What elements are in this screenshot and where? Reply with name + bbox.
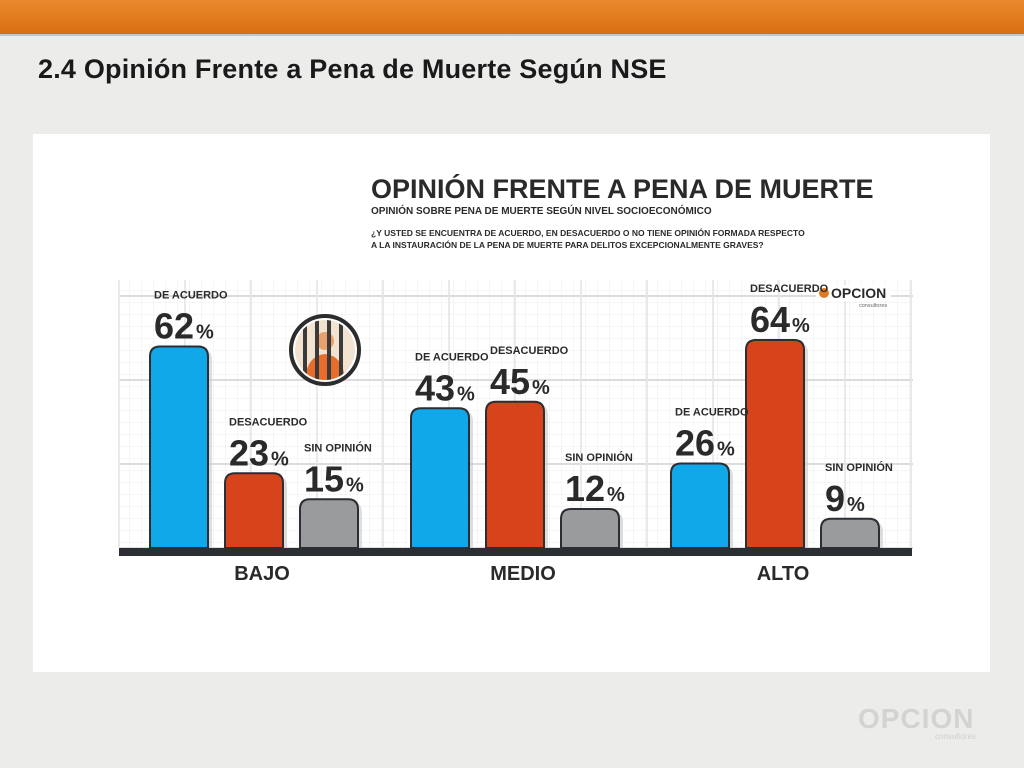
top-accent-bar [0,0,1024,34]
bar-medio-2 [560,508,620,549]
infographic-heading: OPINIÓN FRENTE A PENA DE MUERTE [371,173,874,204]
infographic-subheading: OPINIÓN SOBRE PENA DE MUERTE SEGÚN NIVEL… [371,204,712,217]
question-line-1: ¿Y USTED SE ENCUENTRA DE ACUERDO, EN DES… [371,227,805,238]
value-unit: % [457,383,475,405]
series-label: SIN OPINIÓN [565,451,633,464]
series-label: DE ACUERDO [675,407,749,419]
brand-logo-sub: consultores [859,303,887,309]
series-label: SIN OPINIÓN [304,441,372,454]
value-unit: % [792,315,810,337]
bar-alto-2 [820,517,880,549]
series-label: DE ACUERDO [154,290,228,302]
bar-group [149,339,883,551]
brand-logo-text: OPCION [831,285,886,301]
value-label: 45% [490,361,550,402]
series-label: DESACUERDO [490,345,569,357]
series-label: DESACUERDO [750,283,829,295]
value-unit: % [346,474,364,496]
bar-medio-1 [485,400,545,549]
bar-medio-0 [410,407,470,549]
bar-alto-1 [745,339,805,549]
x-axis-baseline [119,548,912,556]
series-label: SIN OPINIÓN [825,461,893,474]
value-unit: % [532,377,550,399]
value-unit: % [847,494,865,516]
value-unit: % [717,439,735,461]
value-unit: % [271,448,289,470]
footer-logo: OPCION [858,703,975,734]
category-labels: BAJO MEDIO ALTO [234,563,809,585]
series-label: DE ACUERDO [415,351,489,363]
value-unit: % [607,484,625,506]
category-label-medio: MEDIO [490,563,556,585]
value-label: 26% [675,423,735,464]
category-label-bajo: BAJO [234,563,290,585]
top-divider [0,34,1024,36]
infographic-chart: OPINIÓN FRENTE A PENA DE MUERTE OPINIÓN … [118,173,913,585]
bar-alto-0 [670,462,730,549]
bar-bajo-2 [299,498,359,549]
category-label-alto: ALTO [757,563,810,585]
bar-bajo-0 [149,345,209,549]
series-label: DESACUERDO [229,416,308,428]
bar-bajo-1 [224,472,284,549]
footer-logo-sub: consultores [935,732,976,741]
jail-icon [289,314,361,386]
brand-logo: OPCION consultores [816,285,891,309]
value-label: 15% [304,458,364,499]
infographic-panel: OPINIÓN FRENTE A PENA DE MUERTE OPINIÓN … [33,134,990,672]
question-line-2: A LA INSTAURACIÓN DE LA PENA DE MUERTE P… [371,239,764,250]
value-unit: % [196,322,214,344]
slide-title: 2.4 Opinión Frente a Pena de Muerte Segú… [38,54,667,84]
